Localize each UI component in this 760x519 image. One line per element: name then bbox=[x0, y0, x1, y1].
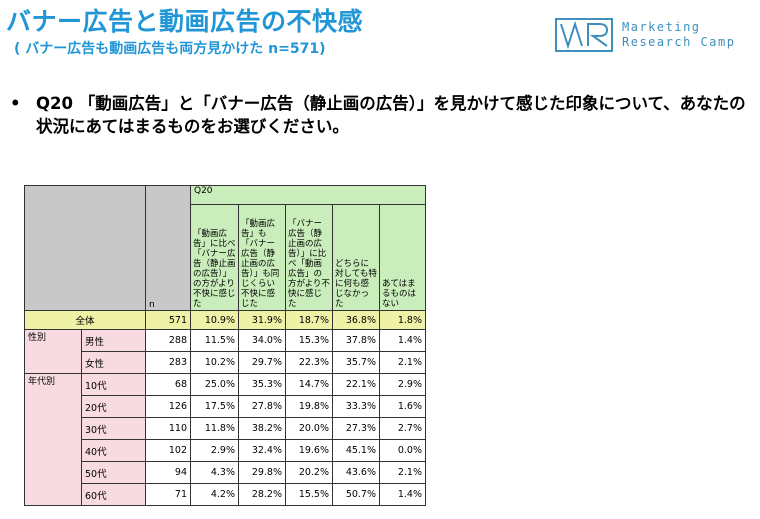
value-cell: 19.8% bbox=[285, 395, 333, 418]
value-cell: 18.7% bbox=[285, 310, 333, 330]
page-subtitle: ( バナー広告も動画広告も両方見かけた n=571) bbox=[14, 41, 326, 57]
value-cell: 1.4% bbox=[379, 483, 426, 506]
table-row-total: 全体 571 10.9% 31.9% 18.7% 36.8% 1.8% bbox=[24, 310, 426, 330]
value-cell: 35.3% bbox=[238, 373, 286, 396]
question-text: Q20 「動画広告」と「バナー広告（静止画の広告）」を見かけて感じた印象について… bbox=[36, 94, 746, 136]
row-label: 50代 bbox=[81, 461, 146, 484]
row-label: 30代 bbox=[81, 417, 146, 440]
row-label: 全体 bbox=[24, 310, 146, 330]
n-cell: 283 bbox=[145, 351, 191, 374]
n-cell: 102 bbox=[145, 439, 191, 462]
row-label: 男性 bbox=[81, 329, 146, 352]
row-label: 10代 bbox=[81, 373, 146, 396]
column-header: どちらに対しても特に何も感じなかった bbox=[332, 204, 380, 311]
value-cell: 19.6% bbox=[285, 439, 333, 462]
table-row: 女性 283 10.2% 29.7% 22.3% 35.7% 2.1% bbox=[25, 351, 426, 374]
n-cell: 68 bbox=[145, 373, 191, 396]
value-cell: 27.3% bbox=[332, 417, 380, 440]
value-cell: 2.1% bbox=[379, 351, 426, 374]
table-row: 60代 71 4.2% 28.2% 15.5% 50.7% 1.4% bbox=[25, 483, 426, 506]
column-header: あてはまるものはない bbox=[379, 204, 426, 311]
mr-logo-mark-icon bbox=[555, 18, 613, 52]
n-cell: 110 bbox=[145, 417, 191, 440]
table-row: 40代 102 2.9% 32.4% 19.6% 45.1% 0.0% bbox=[25, 439, 426, 462]
bullet-icon: • bbox=[10, 94, 21, 113]
column-header: 「バナー広告（静止画の広告）」に比べ「動画広告」の方がより不快に感じた bbox=[285, 204, 333, 311]
n-cell: 71 bbox=[145, 483, 191, 506]
table-row: 年代別 10代 68 25.0% 35.3% 14.7% 22.1% 2.9% bbox=[24, 373, 426, 506]
table-row: 性別 男性 288 11.5% 34.0% 15.3% 37.8% 1.4% bbox=[24, 329, 426, 374]
value-cell: 35.7% bbox=[332, 351, 380, 374]
value-cell: 33.3% bbox=[332, 395, 380, 418]
value-cell: 22.3% bbox=[285, 351, 333, 374]
value-cell: 0.0% bbox=[379, 439, 426, 462]
value-cell: 27.8% bbox=[238, 395, 286, 418]
value-cell: 22.1% bbox=[332, 373, 380, 396]
value-cell: 1.8% bbox=[379, 310, 426, 330]
value-cell: 38.2% bbox=[238, 417, 286, 440]
logo-line-2: Research Camp bbox=[622, 35, 736, 49]
table-row: 50代 94 4.3% 29.8% 20.2% 43.6% 2.1% bbox=[25, 461, 426, 484]
q20-header: Q20 bbox=[190, 185, 426, 205]
logo-text: Marketing Research Camp bbox=[622, 20, 735, 50]
value-cell: 10.2% bbox=[190, 351, 239, 374]
value-cell: 28.2% bbox=[238, 483, 286, 506]
value-cell: 4.3% bbox=[190, 461, 239, 484]
value-cell: 2.9% bbox=[379, 373, 426, 396]
results-table: n Q20 「動画広告」に比べ「バナー広告（静止画の広告）」の方がより不快に感じ… bbox=[24, 185, 426, 506]
page-title: バナー広告と動画広告の不快感 bbox=[6, 7, 364, 36]
value-cell: 15.3% bbox=[285, 329, 333, 352]
value-cell: 17.5% bbox=[190, 395, 239, 418]
table-row: 30代 110 11.8% 38.2% 20.0% 27.3% 2.7% bbox=[25, 417, 426, 440]
group-label: 年代別 bbox=[24, 373, 82, 506]
value-cell: 25.0% bbox=[190, 373, 239, 396]
value-cell: 43.6% bbox=[332, 461, 380, 484]
value-cell: 10.9% bbox=[190, 310, 239, 330]
value-cell: 32.4% bbox=[238, 439, 286, 462]
value-cell: 37.8% bbox=[332, 329, 380, 352]
column-header: 「動画広告」も「バナー広告（静止画の広告）」も同じくらい不快に感じた bbox=[238, 204, 286, 311]
value-cell: 36.8% bbox=[332, 310, 380, 330]
table-row: 20代 126 17.5% 27.8% 19.8% 33.3% 1.6% bbox=[25, 395, 426, 418]
value-cell: 20.0% bbox=[285, 417, 333, 440]
n-cell: 94 bbox=[145, 461, 191, 484]
value-cell: 15.5% bbox=[285, 483, 333, 506]
table-corner-cell bbox=[24, 185, 146, 311]
value-cell: 29.7% bbox=[238, 351, 286, 374]
n-cell: 571 bbox=[145, 310, 191, 330]
value-cell: 29.8% bbox=[238, 461, 286, 484]
value-cell: 45.1% bbox=[332, 439, 380, 462]
value-cell: 1.4% bbox=[379, 329, 426, 352]
group-label: 性別 bbox=[24, 329, 82, 374]
n-cell: 288 bbox=[145, 329, 191, 352]
value-cell: 11.5% bbox=[190, 329, 239, 352]
n-cell: 126 bbox=[145, 395, 191, 418]
value-cell: 31.9% bbox=[238, 310, 286, 330]
value-cell: 20.2% bbox=[285, 461, 333, 484]
value-cell: 14.7% bbox=[285, 373, 333, 396]
value-cell: 34.0% bbox=[238, 329, 286, 352]
row-label: 60代 bbox=[81, 483, 146, 506]
company-logo: Marketing Research Camp bbox=[555, 18, 755, 54]
n-header-cell: n bbox=[145, 185, 191, 311]
value-cell: 11.8% bbox=[190, 417, 239, 440]
row-label: 20代 bbox=[81, 395, 146, 418]
value-cell: 2.9% bbox=[190, 439, 239, 462]
logo-line-1: Marketing bbox=[622, 20, 701, 34]
value-cell: 2.7% bbox=[379, 417, 426, 440]
value-cell: 2.1% bbox=[379, 461, 426, 484]
value-cell: 50.7% bbox=[332, 483, 380, 506]
value-cell: 1.6% bbox=[379, 395, 426, 418]
value-cell: 4.2% bbox=[190, 483, 239, 506]
row-label: 40代 bbox=[81, 439, 146, 462]
row-label: 女性 bbox=[81, 351, 146, 374]
column-header: 「動画広告」に比べ「バナー広告（静止画の広告）」の方がより不快に感じた bbox=[190, 204, 239, 311]
